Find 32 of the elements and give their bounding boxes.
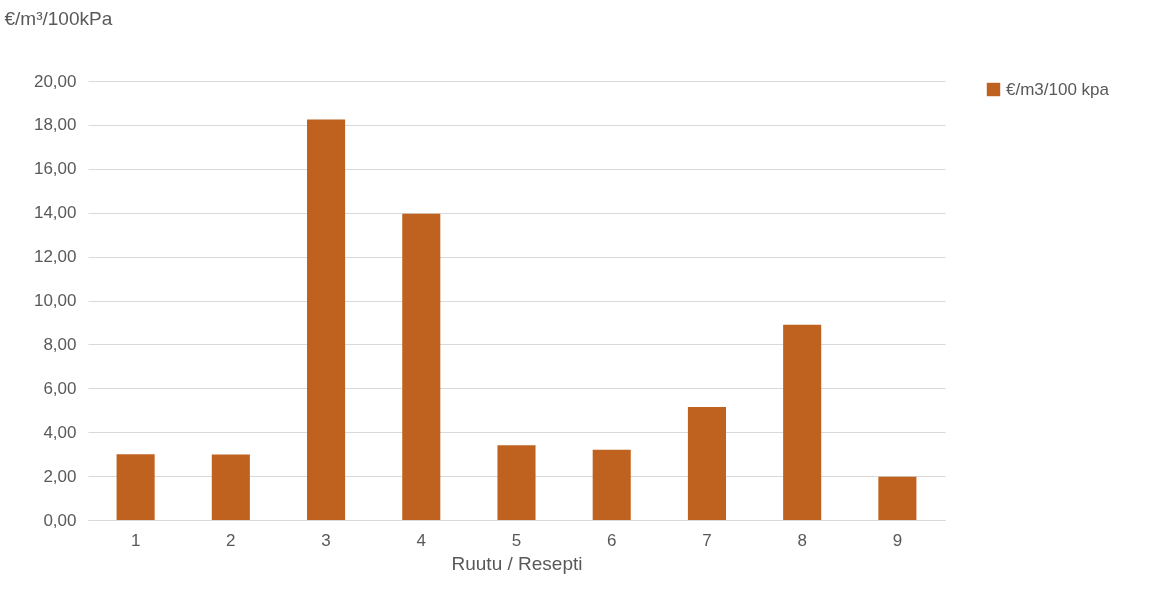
x-axis-title: Ruutu / Resepti	[451, 552, 583, 574]
legend-label: €/m3/100 kpa	[1006, 79, 1110, 99]
x-tick-label: 7	[702, 530, 712, 550]
y-tick-label: 12,00	[33, 247, 77, 267]
x-tick-label: 5	[511, 530, 522, 550]
bar	[402, 213, 441, 520]
y-tick-label: 10,00	[33, 291, 77, 310]
y-tick-label: 8,00	[43, 334, 77, 354]
y-tick-label: 4,00	[43, 422, 77, 442]
x-tick-label: 9	[892, 530, 903, 550]
bar	[687, 406, 726, 520]
y-tick-label: 16,00	[33, 159, 77, 179]
bar	[307, 119, 346, 520]
bar	[783, 324, 822, 520]
bar	[592, 449, 631, 520]
x-tick-label: 6	[606, 530, 617, 550]
x-tick-label: 1	[130, 530, 141, 550]
y-tick-label: 2,00	[43, 466, 77, 486]
bar	[211, 454, 250, 520]
bar	[497, 445, 536, 520]
y-tick-label: 18,00	[33, 115, 77, 135]
bar	[878, 476, 917, 520]
x-tick-label: 4	[416, 530, 427, 550]
y-axis-title: €/m³/100kPa	[4, 7, 113, 29]
x-tick-label: 8	[797, 530, 807, 550]
y-tick-label: 0,00	[43, 510, 77, 530]
bar	[116, 454, 155, 520]
y-tick-label: 14,00	[33, 203, 77, 223]
y-tick-label: 20,00	[33, 71, 77, 91]
x-tick-label: 2	[226, 530, 236, 550]
x-tick-label: 3	[321, 530, 331, 550]
y-tick-label: 6,00	[43, 378, 77, 398]
